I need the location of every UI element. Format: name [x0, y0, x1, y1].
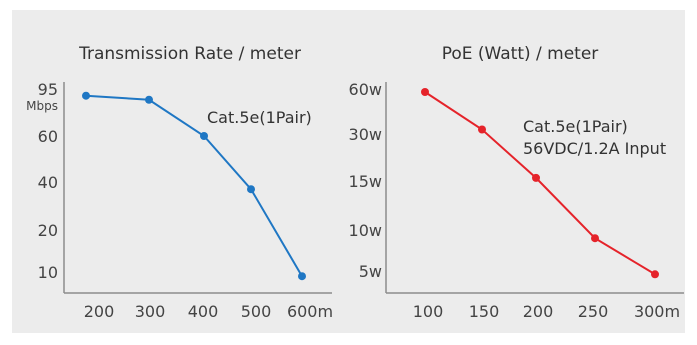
chart2-annotation-1: Cat.5e(1Pair) — [523, 117, 628, 136]
chart1-ytick-40: 40 — [38, 173, 58, 192]
chart2-point-250 — [591, 234, 599, 243]
chart1-y-unit: Mbps — [26, 99, 58, 113]
chart-transmission-rate: Transmission Rate / meter 95 Mbps 60 40 … — [26, 44, 333, 321]
chart1-point-600 — [298, 272, 306, 281]
chart2-ytick-5w: 5w — [359, 262, 382, 281]
chart1-xtick-300: 300 — [135, 302, 166, 321]
chart2-ytick-30w: 30w — [349, 125, 382, 144]
chart1-xtick-400: 400 — [188, 302, 219, 321]
chart1-point-300 — [145, 95, 153, 104]
chart1-title: Transmission Rate / meter — [78, 44, 301, 64]
chart2-point-150 — [478, 125, 486, 134]
chart2-annotation-2: 56VDC/1.2A Input — [523, 139, 666, 158]
chart1-ytick-20: 20 — [38, 221, 58, 240]
chart2-title: PoE (Watt) / meter — [442, 44, 599, 64]
chart2-point-100 — [421, 88, 429, 96]
chart1-xtick-500: 500 — [241, 302, 272, 321]
chart1-point-400 — [200, 132, 208, 140]
chart2-ytick-60w: 60w — [349, 80, 382, 99]
chart2-xtick-250: 250 — [578, 302, 609, 321]
chart-poe-watt: PoE (Watt) / meter 60w 30w 15w 10w 5w 10… — [349, 44, 684, 321]
chart1-points — [82, 91, 306, 281]
chart1-point-500 — [247, 185, 255, 194]
chart2-xtick-300m: 300m — [634, 302, 680, 321]
chart1-point-200 — [82, 91, 90, 100]
chart2-xtick-150: 150 — [469, 302, 500, 321]
chart2-points — [421, 88, 659, 279]
chart1-xtick-200: 200 — [84, 302, 115, 321]
chart1-ytick-10: 10 — [38, 263, 58, 282]
chart2-ytick-10w: 10w — [349, 221, 382, 240]
chart1-ytick-60: 60 — [38, 127, 58, 146]
chart2-point-300 — [651, 270, 659, 279]
chart2-xtick-100: 100 — [413, 302, 444, 321]
chart2-point-200 — [532, 173, 540, 182]
chart1-ytick-95: 95 — [38, 80, 58, 99]
chart2-xtick-200: 200 — [523, 302, 554, 321]
chart2-ytick-15w: 15w — [349, 172, 382, 191]
chart1-annotation: Cat.5e(1Pair) — [207, 108, 312, 127]
chart-panel — [12, 10, 685, 333]
chart1-xtick-600m: 600m — [287, 302, 333, 321]
